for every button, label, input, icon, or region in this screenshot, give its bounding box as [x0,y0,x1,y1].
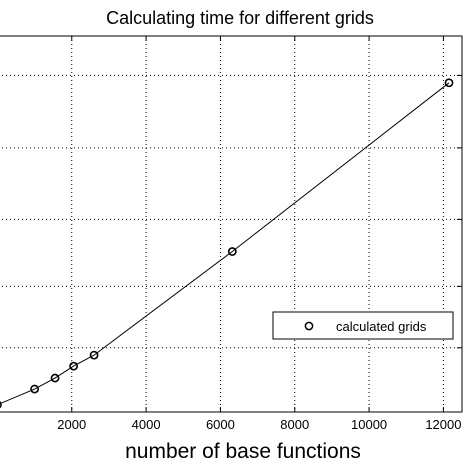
legend-marker-icon [304,321,314,331]
x-tick-label: 10000 [351,417,387,432]
data-point [50,373,60,383]
series-line [0,82,450,405]
series-layer [0,78,454,409]
chart-title: Calculating time for different grids [106,8,374,28]
x-tick-label: 8000 [280,417,309,432]
data-point [30,384,39,394]
x-tick-label: 4000 [132,417,161,432]
data-point [227,247,237,256]
data-point [69,361,79,371]
x-tick-label: 6000 [206,417,235,432]
plot-frame [0,35,463,413]
x-axis-label: number of base functions [125,440,361,463]
data-point [444,78,454,88]
data-point [89,350,99,360]
x-tick-label: 2000 [57,417,86,432]
data-point [0,401,2,409]
axis-ticks: 2000 4000 6000 8000 10000 12000 [57,36,462,432]
legend-label: calculated grids [336,319,427,334]
grid-lines [0,36,462,412]
legend: calculated grids [272,311,454,340]
x-tick-label: 12000 [425,417,461,432]
legend-box [272,311,454,340]
